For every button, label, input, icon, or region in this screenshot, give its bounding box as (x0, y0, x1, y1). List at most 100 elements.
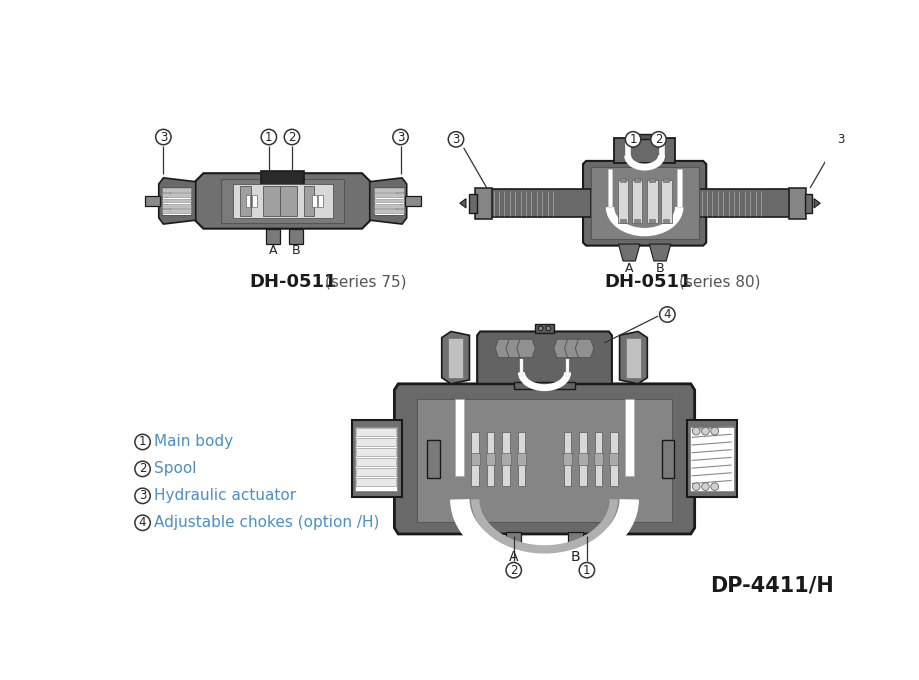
Text: B: B (656, 262, 664, 275)
Bar (631, 180, 642, 222)
Text: DP-4411/H: DP-4411/H (710, 576, 834, 596)
Bar (280, 186, 298, 216)
Text: Main body: Main body (154, 435, 233, 449)
Circle shape (710, 483, 719, 490)
Text: A: A (509, 550, 518, 564)
Text: Spool: Spool (154, 462, 197, 477)
Bar (266, 228, 279, 244)
Bar (563, 544, 587, 550)
Circle shape (539, 326, 543, 330)
Polygon shape (649, 244, 671, 261)
Circle shape (701, 483, 709, 490)
Polygon shape (575, 339, 594, 358)
Bar (625, 399, 634, 476)
Polygon shape (554, 339, 573, 358)
Circle shape (397, 205, 404, 213)
Bar (687, 420, 737, 497)
Text: 2: 2 (654, 133, 663, 146)
Circle shape (135, 515, 151, 530)
Bar (614, 138, 675, 163)
Circle shape (261, 129, 277, 145)
Bar (162, 188, 191, 192)
Circle shape (692, 483, 700, 490)
Bar (318, 194, 323, 207)
Bar (303, 186, 314, 216)
Bar (568, 532, 583, 545)
Bar (356, 468, 396, 476)
Bar (698, 190, 799, 217)
Bar (514, 381, 575, 389)
Circle shape (834, 132, 848, 147)
Bar (162, 199, 191, 203)
Circle shape (710, 427, 719, 435)
Text: 1: 1 (139, 435, 146, 449)
Text: 3: 3 (837, 133, 845, 146)
Circle shape (135, 461, 151, 477)
Bar (595, 432, 602, 486)
Bar (374, 209, 403, 214)
Bar (566, 359, 569, 376)
Polygon shape (506, 339, 525, 358)
Text: B: B (291, 243, 301, 257)
Circle shape (651, 132, 666, 147)
Polygon shape (194, 173, 371, 228)
Text: A: A (625, 262, 633, 275)
Circle shape (701, 427, 709, 435)
Text: 3: 3 (397, 131, 404, 143)
Bar (579, 432, 587, 486)
Text: DH-0511: DH-0511 (605, 273, 692, 291)
Bar (455, 399, 464, 476)
Bar (506, 532, 521, 545)
Text: DH-0511: DH-0511 (250, 273, 337, 291)
Bar (312, 194, 317, 207)
Bar (517, 432, 526, 486)
Bar (355, 426, 397, 491)
Bar (487, 432, 494, 486)
Bar (520, 359, 523, 376)
Bar (374, 188, 403, 192)
Text: 2: 2 (510, 564, 517, 577)
Circle shape (448, 132, 464, 147)
Text: (series 80): (series 80) (679, 274, 761, 289)
Bar (162, 204, 191, 208)
Circle shape (660, 307, 675, 322)
Bar (662, 440, 674, 478)
Text: Adjustable chokes (option /H): Adjustable chokes (option /H) (154, 515, 380, 530)
Bar (448, 338, 463, 377)
Bar (609, 453, 618, 465)
Bar (374, 199, 403, 203)
Bar (245, 194, 250, 207)
Circle shape (579, 562, 595, 578)
Bar (502, 432, 510, 486)
Bar (578, 453, 587, 465)
Circle shape (163, 205, 170, 213)
Bar (471, 453, 480, 465)
Text: 3: 3 (160, 131, 167, 143)
Circle shape (392, 129, 408, 145)
Bar (563, 432, 572, 486)
Text: B: B (571, 550, 580, 564)
Bar (475, 188, 493, 219)
Bar (620, 178, 626, 182)
Circle shape (284, 129, 300, 145)
Bar (516, 453, 526, 465)
Bar (502, 544, 526, 550)
Bar (486, 453, 495, 465)
Bar (352, 420, 403, 497)
Bar (639, 134, 651, 139)
Circle shape (546, 326, 550, 330)
Bar (374, 193, 403, 197)
Text: (series 75): (series 75) (325, 274, 406, 289)
Text: 2: 2 (289, 131, 296, 143)
Bar (789, 188, 806, 219)
Bar (289, 228, 302, 244)
Polygon shape (618, 244, 640, 261)
Bar (374, 187, 403, 215)
Bar (805, 194, 812, 213)
Text: A: A (268, 243, 277, 257)
Polygon shape (394, 384, 695, 534)
Bar (634, 219, 640, 223)
Bar (233, 184, 333, 218)
Bar (471, 432, 479, 486)
Polygon shape (619, 331, 647, 384)
